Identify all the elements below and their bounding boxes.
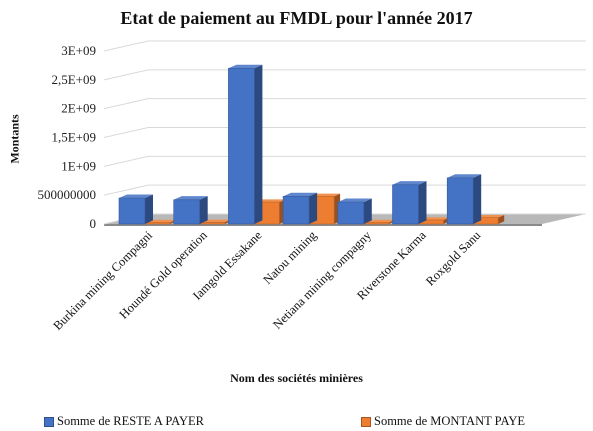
- x-tick-label: Roxgold Sanu: [423, 228, 484, 289]
- bar: [282, 196, 310, 225]
- x-tick-label: Netiana mining compagny: [270, 228, 374, 332]
- bar: [228, 68, 255, 225]
- chart-title: Etat de paiement au FMDL pour l'année 20…: [120, 8, 473, 28]
- bar-top: [173, 196, 208, 200]
- bar-side: [498, 214, 505, 224]
- y-tick-label: 1E+09: [61, 158, 96, 173]
- gridline: [103, 40, 586, 52]
- bar-top: [228, 64, 263, 69]
- gridline: [103, 184, 586, 196]
- y-tick-label: 2,5E+09: [51, 72, 96, 87]
- bar-top: [283, 192, 318, 197]
- gridline: [103, 69, 586, 81]
- x-tick-label: Burkina mining Compagni: [50, 228, 155, 333]
- bar-side: [418, 181, 427, 224]
- bar-side: [199, 196, 208, 224]
- x-tick-label: Natou mining: [260, 228, 319, 287]
- bar-top: [447, 174, 482, 178]
- legend-item-reste: Somme de RESTE A PAYER: [44, 414, 204, 429]
- bar-top: [392, 181, 427, 185]
- y-tick-label: 2E+09: [61, 101, 96, 116]
- y-tick-label: 1,5E+09: [51, 130, 96, 145]
- gridline: [103, 98, 586, 110]
- bar-side: [473, 174, 482, 224]
- y-tick-label: 500000000: [38, 187, 97, 202]
- bar: [446, 177, 474, 225]
- chart-floor-edge: [104, 224, 542, 226]
- legend-label-reste: Somme de RESTE A PAYER: [57, 414, 205, 428]
- bar-top: [119, 194, 153, 199]
- bar-side: [309, 192, 318, 224]
- legend-swatch-paye: [361, 416, 371, 427]
- legend-swatch-reste: [44, 416, 54, 427]
- bar: [337, 201, 365, 225]
- bar-side: [254, 64, 263, 224]
- gridline: [103, 127, 586, 138]
- bar-top: [337, 198, 372, 203]
- bar-side: [145, 194, 153, 224]
- bar: [118, 197, 146, 225]
- legend-label-paye: Somme de MONTANT PAYE: [374, 414, 525, 428]
- bar: [173, 199, 200, 225]
- y-tick-label: 3E+09: [61, 43, 96, 58]
- y-tick-label: 0: [90, 216, 97, 231]
- gridline: [103, 155, 586, 167]
- bar-side: [363, 198, 372, 224]
- bar: [392, 184, 419, 225]
- x-axis-label: Nom des sociétés minières: [230, 371, 363, 385]
- legend-item-paye: Somme de MONTANT PAYE: [361, 414, 525, 429]
